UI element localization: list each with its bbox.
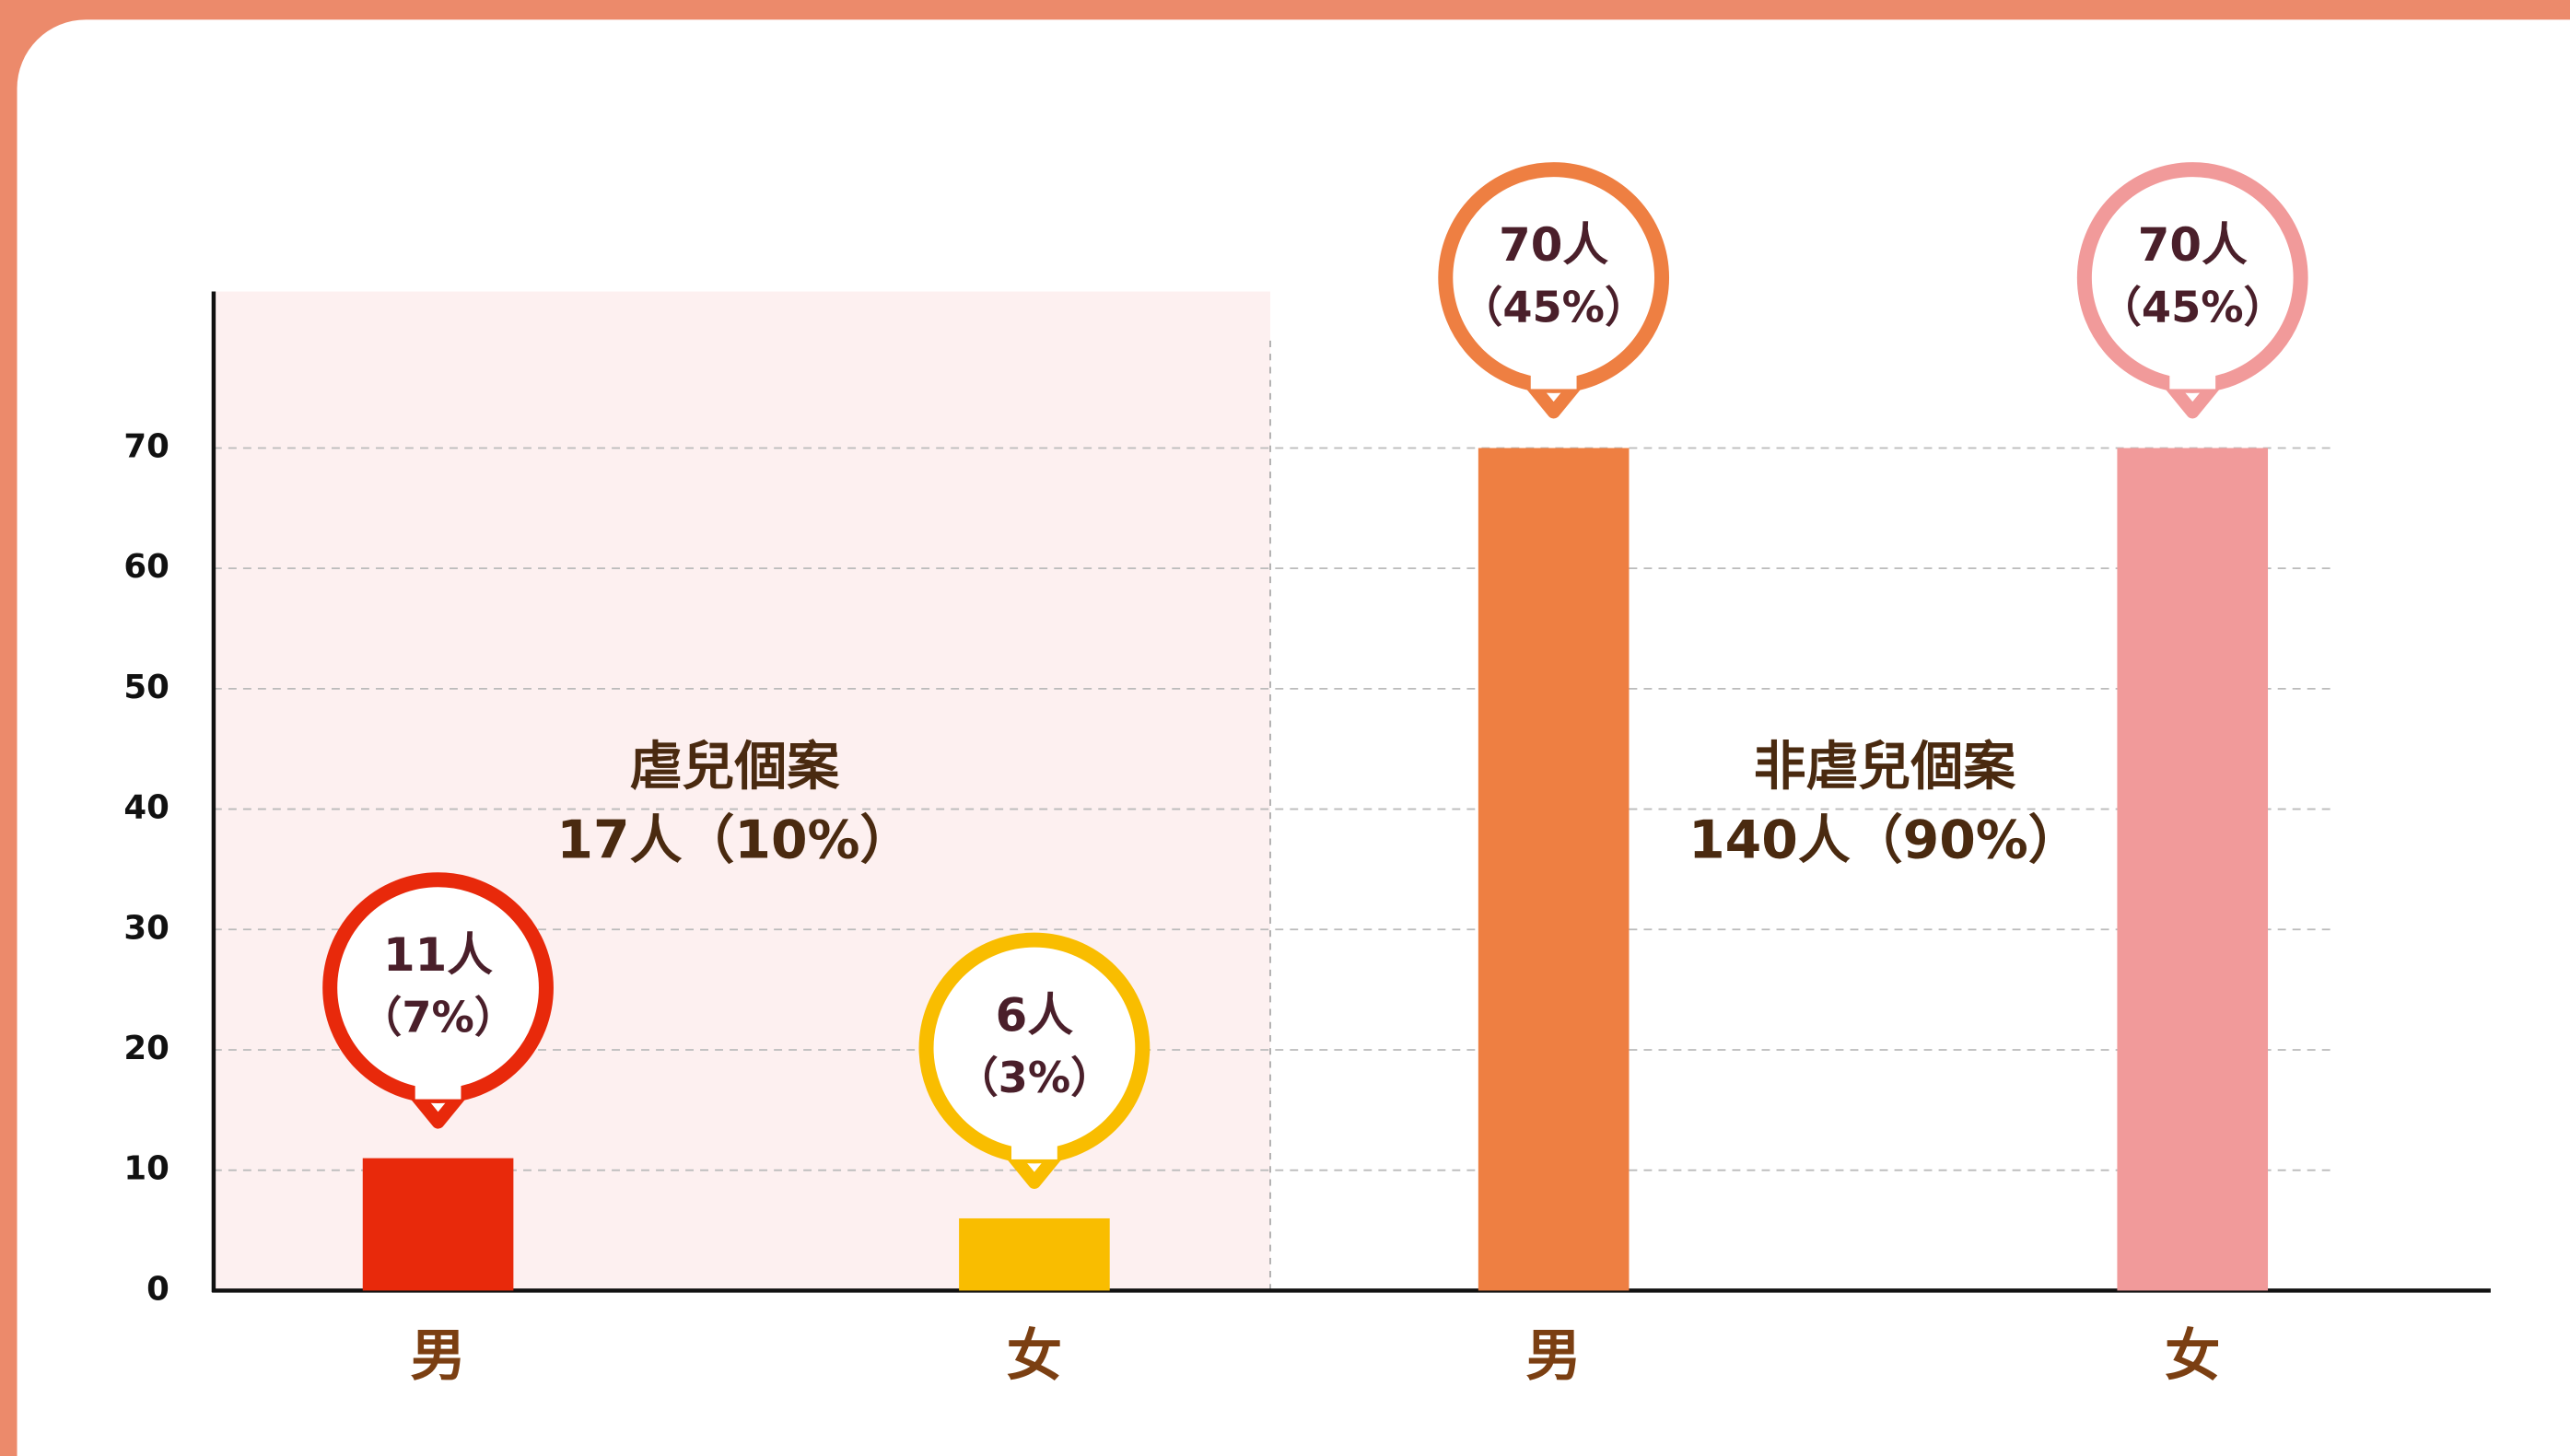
x-tick-label: 男 bbox=[410, 1324, 465, 1389]
share-label: （45%） bbox=[2099, 283, 2286, 332]
bubble bbox=[2076, 162, 2308, 393]
y-tick-label: 30 bbox=[123, 909, 169, 947]
value-label: 70人 bbox=[1499, 218, 1608, 272]
group-name: 虐兒個案 bbox=[630, 736, 841, 797]
value-label: 70人 bbox=[2138, 218, 2248, 272]
value-label: 11人 bbox=[383, 928, 493, 982]
bubble-tail-cover bbox=[415, 1069, 461, 1100]
bar bbox=[959, 1217, 1110, 1291]
bubble-tail-cover bbox=[1011, 1129, 1057, 1159]
x-tick-label: 男 bbox=[1525, 1324, 1581, 1389]
share-label: （45%） bbox=[1460, 283, 1647, 332]
group-label: 17人（10%） bbox=[556, 810, 912, 871]
y-tick-label: 60 bbox=[123, 548, 169, 586]
group-label: 140人（90%） bbox=[1688, 810, 2081, 871]
y-tick-label: 20 bbox=[123, 1030, 169, 1067]
bar bbox=[362, 1158, 514, 1291]
y-tick-label: 40 bbox=[123, 789, 169, 827]
grid: 0 10 20 30 40 50 60 70 bbox=[123, 427, 2331, 1308]
group-name: 非虐兒個案 bbox=[1754, 736, 2017, 797]
bar bbox=[2117, 448, 2269, 1291]
x-tick-label: 女 bbox=[2165, 1324, 2220, 1389]
bubble-tail-cover bbox=[1530, 359, 1577, 390]
share-label: （3%） bbox=[955, 1053, 1113, 1102]
share-label: （7%） bbox=[359, 993, 517, 1042]
y-tick-label: 70 bbox=[123, 427, 169, 465]
bubble bbox=[918, 932, 1151, 1164]
value-label: 6人 bbox=[996, 988, 1074, 1042]
marks: 11人 （7%） 男 6人 （3%） 女 70人 （45%） 男 70人 （45%） 女 虐兒個案 17人… bbox=[322, 162, 2308, 1389]
bar bbox=[1478, 448, 1630, 1291]
bubble bbox=[1438, 162, 1670, 393]
y-tick-label: 10 bbox=[123, 1150, 169, 1188]
y-tick-label: 50 bbox=[123, 669, 169, 706]
bubble bbox=[322, 872, 554, 1104]
x-tick-label: 女 bbox=[1007, 1324, 1062, 1389]
y-tick-label: 0 bbox=[146, 1270, 169, 1308]
bubble-tail-cover bbox=[2169, 359, 2216, 390]
